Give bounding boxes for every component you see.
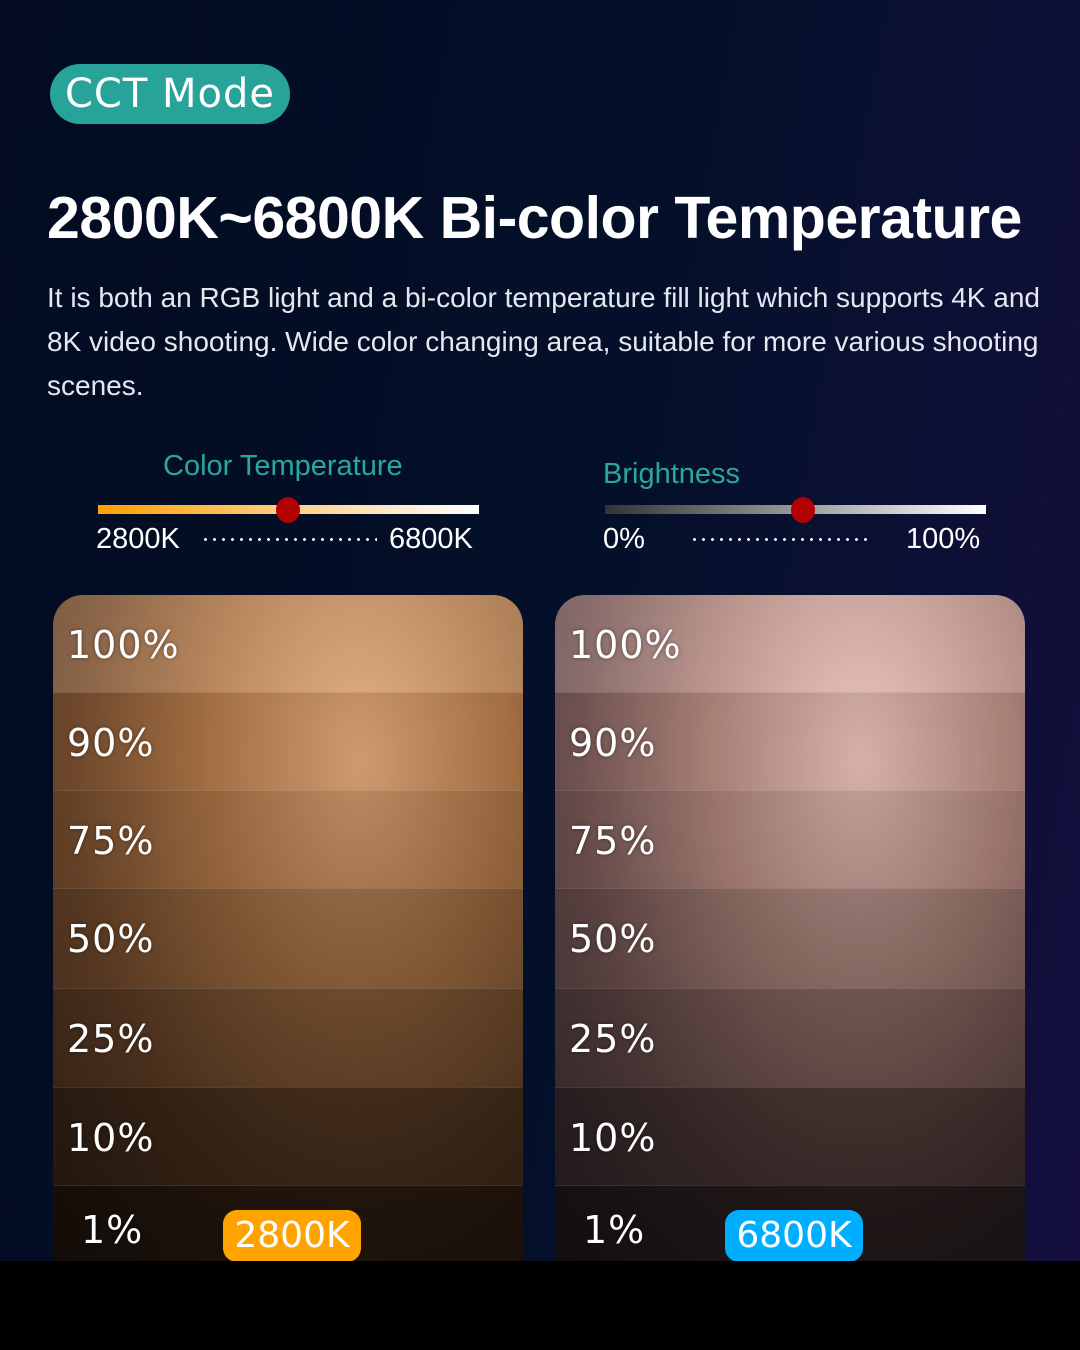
brightness-knob (791, 497, 815, 523)
brightness-min: 0% (603, 523, 645, 555)
brightness-level-label: 100% (67, 623, 180, 667)
brightness-band: 50% (555, 888, 1025, 988)
mode-badge: CCT Mode (50, 64, 290, 124)
brightness-level-label: 1% (81, 1208, 144, 1252)
brightness-level-label: 75% (67, 819, 155, 863)
brightness-level-label: 25% (67, 1017, 155, 1061)
color-temp-tag-2800k: 2800K (223, 1210, 361, 1262)
brightness-band: 100% (53, 595, 523, 692)
brightness-band: 25% (555, 988, 1025, 1087)
brightness-level-label: 90% (67, 721, 155, 765)
brightness-band: 90% (53, 692, 523, 790)
brightness-level-label: 75% (569, 819, 657, 863)
color-temperature-min: 2800K (96, 523, 180, 555)
dotted-line (201, 538, 377, 541)
brightness-level-label: 1% (583, 1208, 646, 1252)
brightness-band: 90% (555, 692, 1025, 790)
bottom-bar (0, 1261, 1080, 1350)
color-temperature-max: 6800K (389, 523, 473, 555)
brightness-band: 50% (53, 888, 523, 988)
brightness-level-label: 50% (569, 917, 657, 961)
brightness-level-label: 10% (67, 1116, 155, 1160)
brightness-level-label: 100% (569, 623, 682, 667)
page-title: 2800K~6800K Bi-color Temperature (47, 185, 1022, 251)
color-temperature-label: Color Temperature (163, 450, 403, 482)
brightness-max: 100% (906, 523, 981, 555)
brightness-band: 25% (53, 988, 523, 1087)
brightness-level-label: 10% (569, 1116, 657, 1160)
brightness-band: 10% (555, 1087, 1025, 1185)
brightness-label: Brightness (603, 458, 741, 490)
color-temperature-knob (276, 497, 300, 523)
description: It is both an RGB light and a bi-color t… (47, 282, 1040, 401)
color-temp-tag-6800k: 6800K (725, 1210, 863, 1262)
brightness-level-label: 50% (67, 917, 155, 961)
brightness-band: 100% (555, 595, 1025, 692)
brightness-level-label: 25% (569, 1017, 657, 1061)
brightness-band: 75% (53, 790, 523, 888)
brightness-band: 10% (53, 1087, 523, 1185)
dotted-line (690, 538, 868, 541)
brightness-band: 75% (555, 790, 1025, 888)
photo-panel-6800k: 100% 90% 75% 50% 25% 10% 1% (555, 595, 1025, 1261)
photo-panel-2800k: 100% 90% 75% 50% 25% 10% 1% (53, 595, 523, 1261)
brightness-level-label: 90% (569, 721, 657, 765)
